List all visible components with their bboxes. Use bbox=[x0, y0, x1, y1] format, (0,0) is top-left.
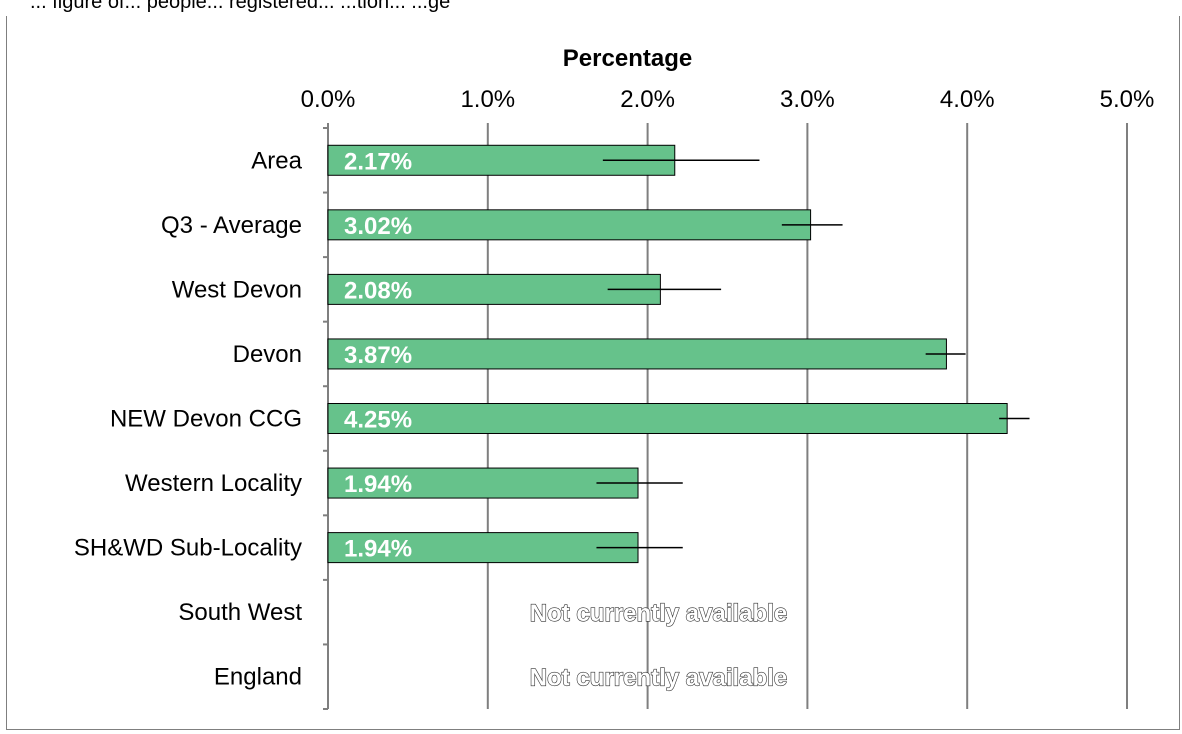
x-axis-title: Percentage bbox=[563, 45, 692, 72]
chart-frame bbox=[6, 16, 1180, 730]
bar bbox=[327, 467, 639, 499]
value-label: 1.94% bbox=[344, 536, 412, 563]
category-label: South West bbox=[178, 599, 302, 626]
value-label: 4.25% bbox=[344, 407, 412, 434]
category-label: Area bbox=[251, 147, 302, 174]
x-tick-label: 4.0% bbox=[940, 86, 995, 113]
bar bbox=[327, 338, 947, 370]
header-text: ... figure of... people... registered...… bbox=[30, 0, 451, 13]
category-label: Western Locality bbox=[125, 470, 302, 497]
category-label: West Devon bbox=[172, 276, 302, 303]
value-label: 3.02% bbox=[344, 213, 412, 240]
value-label: 2.17% bbox=[344, 148, 412, 175]
value-label: 3.87% bbox=[344, 342, 412, 369]
x-tick-label: 3.0% bbox=[780, 86, 835, 113]
bar bbox=[327, 403, 1008, 434]
clipped-header-text: ... figure of... people... registered...… bbox=[0, 0, 1182, 16]
not-available-label: Not currently available bbox=[530, 665, 787, 692]
labels: Percentage 0.0% 1.0% 2.0% 3.0% 4.0% 5.0% Area 2.… bbox=[74, 45, 1154, 692]
x-tick-label: 2.0% bbox=[620, 86, 675, 113]
category-label: Devon bbox=[233, 341, 302, 368]
bar bbox=[327, 532, 639, 564]
not-available-label: Not currently available bbox=[530, 600, 787, 627]
x-tick-label: 0.0% bbox=[301, 86, 356, 113]
x-tick-label: 5.0% bbox=[1100, 86, 1155, 113]
value-label: 2.08% bbox=[344, 277, 412, 304]
x-tick-label: 1.0% bbox=[460, 86, 515, 113]
category-label: England bbox=[214, 664, 302, 691]
category-label: NEW Devon CCG bbox=[110, 406, 302, 433]
category-label: SH&WD Sub-Locality bbox=[74, 535, 302, 562]
value-label: 1.94% bbox=[344, 471, 412, 498]
bars bbox=[327, 144, 1030, 564]
category-label: Q3 - Average bbox=[161, 212, 302, 239]
